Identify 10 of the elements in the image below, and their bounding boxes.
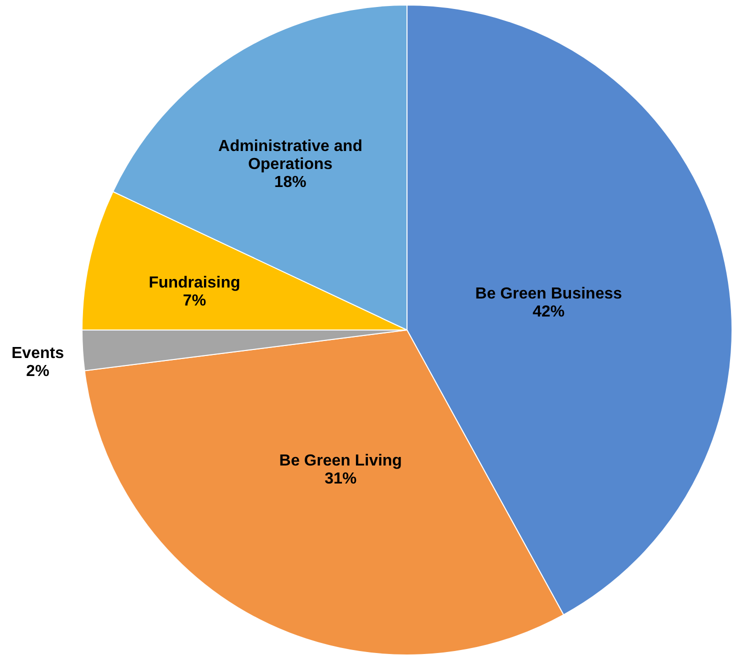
data-label: 7% [182, 292, 206, 310]
data-label: 2% [26, 363, 50, 380]
slice-label: Administrative and Operations [218, 138, 362, 174]
slice-label: Events [11, 345, 64, 362]
data-label: 18% [274, 174, 306, 192]
slice-label: Fundraising [148, 274, 240, 292]
slice-label: Be Green Business [475, 286, 622, 303]
data-label: 42% [532, 304, 565, 321]
slice-label: Be Green Living [279, 452, 402, 470]
data-label: 31% [324, 470, 357, 488]
